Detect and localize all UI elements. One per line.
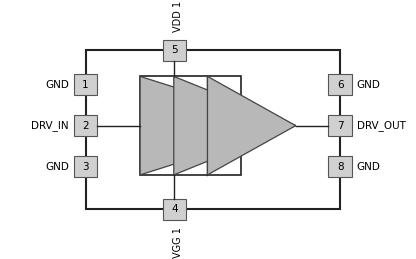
Polygon shape <box>174 76 296 175</box>
Text: VDD 1: VDD 1 <box>173 1 183 32</box>
Text: VGG 1: VGG 1 <box>173 227 183 258</box>
Bar <box>328 74 352 95</box>
Polygon shape <box>208 76 296 175</box>
Polygon shape <box>140 76 296 175</box>
Text: 1: 1 <box>82 80 89 90</box>
Bar <box>163 40 186 61</box>
Bar <box>163 199 186 220</box>
Text: 4: 4 <box>171 204 178 214</box>
Bar <box>74 74 97 95</box>
Text: 3: 3 <box>82 162 89 171</box>
Bar <box>74 156 97 177</box>
Bar <box>328 115 352 136</box>
Text: 5: 5 <box>171 45 178 55</box>
Text: GND: GND <box>357 80 381 90</box>
Text: DRV_IN: DRV_IN <box>31 120 69 131</box>
Text: GND: GND <box>357 162 381 171</box>
Text: GND: GND <box>45 80 69 90</box>
Text: 7: 7 <box>337 121 344 131</box>
Bar <box>328 156 352 177</box>
Bar <box>86 50 340 210</box>
Bar <box>74 115 97 136</box>
Text: 2: 2 <box>82 121 89 131</box>
Text: DRV_OUT: DRV_OUT <box>357 120 406 131</box>
Text: 6: 6 <box>337 80 344 90</box>
Bar <box>140 76 241 175</box>
Text: 8: 8 <box>337 162 344 171</box>
Text: GND: GND <box>45 162 69 171</box>
